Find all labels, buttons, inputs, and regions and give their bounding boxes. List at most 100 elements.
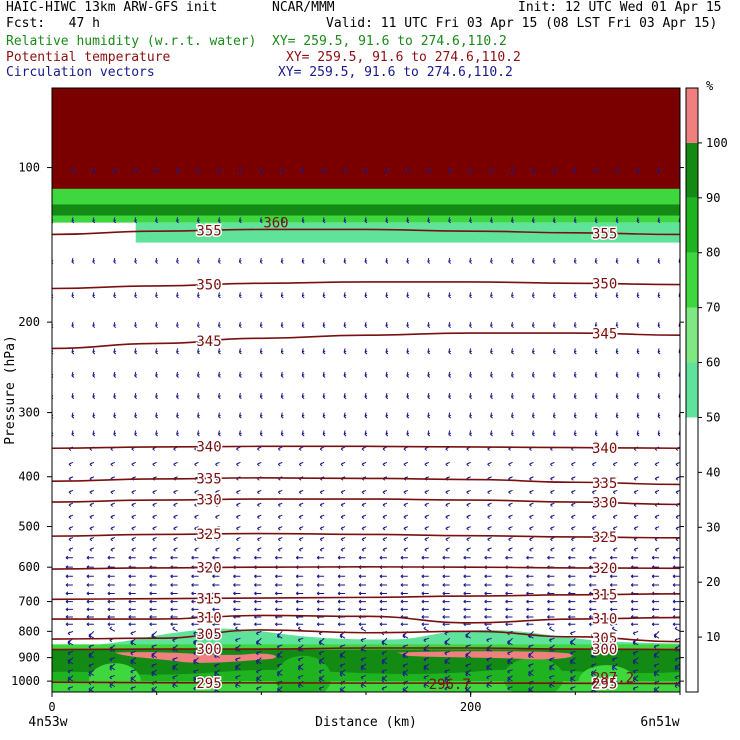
- y-tick-label: 900: [18, 651, 40, 665]
- vector-arrow: [361, 526, 367, 531]
- vector-arrow: [71, 412, 75, 419]
- vector-arrow: [172, 637, 178, 643]
- vector-arrow: [92, 371, 96, 378]
- vector-arrow: [507, 676, 513, 682]
- vector-arrow: [176, 292, 179, 299]
- vector-arrow: [86, 583, 94, 587]
- vector-arrow: [193, 658, 199, 665]
- vector-arrow: [52, 371, 54, 378]
- vector-arrow: [176, 322, 179, 329]
- vector-arrow: [130, 669, 136, 674]
- vector-arrow: [487, 489, 492, 495]
- vector-arrow: [316, 555, 325, 560]
- vector-arrow: [528, 670, 534, 676]
- vector-arrow: [529, 502, 534, 507]
- vector-arrow: [469, 322, 472, 329]
- vector-arrow: [552, 322, 556, 329]
- vector-arrow: [280, 393, 284, 400]
- vector-arrow: [448, 412, 452, 419]
- vector-arrow: [52, 526, 53, 528]
- vector-arrow: [571, 502, 576, 507]
- vector-arrow: [484, 599, 492, 604]
- vector-arrow: [675, 526, 680, 531]
- vector-arrow: [128, 599, 136, 604]
- rh-upper-band-light: [135, 222, 680, 243]
- vector-arrow: [445, 502, 450, 507]
- vector-arrow: [442, 583, 450, 587]
- theta-contour-line: [52, 477, 680, 486]
- colorbar-frame: [685, 87, 699, 693]
- vector-arrow: [423, 657, 429, 662]
- vector-arrow: [130, 658, 136, 665]
- vector-arrow: [423, 675, 429, 680]
- vector-arrow: [469, 292, 472, 299]
- vector-arrow: [469, 371, 472, 378]
- vector-arrow: [612, 514, 618, 519]
- vector-arrow: [400, 599, 408, 604]
- vector-arrow: [590, 663, 597, 668]
- vector-arrow: [507, 639, 513, 646]
- vector-arrow: [65, 615, 73, 619]
- vector-arrow: [322, 292, 326, 299]
- vector-arrow: [361, 489, 367, 495]
- vector-arrow: [86, 591, 94, 596]
- vector-arrow: [528, 663, 534, 668]
- vector-arrow: [45, 584, 52, 587]
- vector-arrow: [65, 591, 73, 596]
- vector-arrow: [573, 217, 577, 224]
- vector-arrow: [403, 536, 409, 542]
- vector-arrow: [568, 615, 576, 619]
- vector-arrow: [361, 547, 367, 552]
- vector-arrow: [217, 322, 221, 329]
- vector-arrow: [424, 547, 430, 552]
- vector-arrow: [68, 461, 74, 467]
- vector-arrow: [358, 574, 366, 579]
- vector-arrow: [86, 622, 94, 627]
- vector-arrow: [609, 583, 618, 587]
- vector-arrow: [322, 348, 326, 355]
- vector-arrow: [615, 257, 619, 264]
- vector-arrow: [151, 663, 157, 668]
- vector-arrow: [256, 650, 262, 656]
- vector-arrow: [113, 322, 117, 329]
- vector-arrow: [657, 167, 661, 174]
- vector-arrow: [45, 623, 52, 626]
- vector-arrow: [191, 622, 199, 627]
- vector-arrow: [552, 430, 556, 437]
- vector-arrow: [191, 583, 199, 587]
- vector-arrow: [574, 691, 576, 692]
- vector-arrow: [128, 615, 136, 619]
- vector-arrow: [570, 630, 576, 636]
- vector-arrow: [295, 599, 304, 604]
- vector-arrow: [402, 663, 409, 668]
- vector-arrow: [109, 675, 115, 680]
- vector-arrow: [423, 664, 430, 671]
- vector-arrow: [319, 446, 325, 451]
- vector-arrow: [194, 514, 199, 519]
- vector-arrow: [277, 489, 283, 495]
- org-label: NCAR/MMM: [272, 0, 335, 15]
- vector-arrow: [490, 348, 493, 355]
- vector-arrow: [463, 555, 471, 560]
- vector-arrow: [406, 348, 410, 355]
- vector-arrow: [67, 669, 74, 674]
- theta-contour-label: 300: [592, 642, 617, 658]
- vector-arrow: [550, 489, 555, 495]
- vector-arrow: [570, 669, 576, 674]
- vector-arrow: [191, 555, 199, 560]
- theta-contour-line: [52, 592, 680, 601]
- vector-arrow: [319, 514, 325, 519]
- vector-arrow: [466, 489, 471, 495]
- theta-contour-label: 335: [196, 471, 221, 487]
- vector-arrow: [463, 591, 471, 596]
- vector-arrow: [385, 348, 389, 355]
- vector-arrow: [448, 371, 452, 378]
- vector-arrow: [529, 476, 534, 481]
- vector-arrow: [651, 622, 660, 627]
- vector-arrow: [403, 547, 409, 552]
- vector-arrow: [194, 536, 199, 542]
- vector-arrow: [86, 599, 94, 604]
- vector-arrow: [257, 461, 262, 467]
- vector-arrow: [52, 675, 53, 677]
- vector-arrow: [197, 348, 200, 355]
